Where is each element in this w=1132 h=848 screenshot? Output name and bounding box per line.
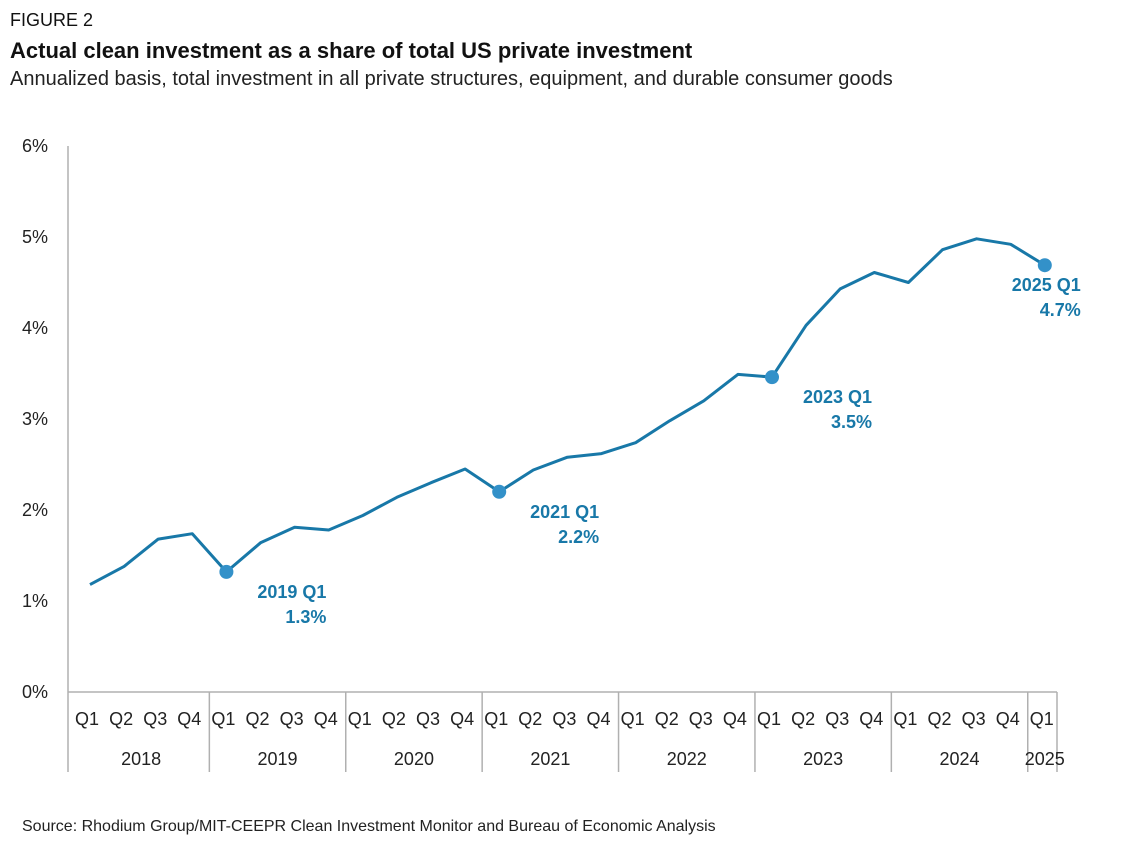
x-tick-label: Q2 <box>518 709 542 729</box>
year-label: 2022 <box>667 749 707 769</box>
annotation-label: 2019 Q1 <box>257 582 326 602</box>
year-label: 2019 <box>258 749 298 769</box>
annotation-label: 2023 Q1 <box>803 387 872 407</box>
highlight-marker <box>1037 258 1052 273</box>
x-tick-label: Q1 <box>757 709 781 729</box>
chart-title: Actual clean investment as a share of to… <box>10 38 693 63</box>
x-tick-label: Q4 <box>586 709 610 729</box>
x-tick-label: Q4 <box>996 709 1020 729</box>
x-tick-label: Q2 <box>382 709 406 729</box>
x-tick-label: Q3 <box>689 709 713 729</box>
annotation-value: 4.7% <box>1040 300 1081 320</box>
figure-label: FIGURE 2 <box>10 10 94 30</box>
x-tick-label: Q2 <box>927 709 951 729</box>
year-label: 2024 <box>940 749 980 769</box>
x-tick-label: Q2 <box>245 709 269 729</box>
highlight-marker <box>765 370 779 385</box>
x-tick-label: Q3 <box>280 709 304 729</box>
series-group <box>89 237 1046 586</box>
year-label: 2025 <box>1025 749 1065 769</box>
x-tick-label: Q2 <box>109 709 133 729</box>
x-tick-label: Q2 <box>791 709 815 729</box>
annotation-label: 2021 Q1 <box>530 502 599 522</box>
x-tick-label: Q4 <box>450 709 474 729</box>
x-tick-label: Q1 <box>211 709 235 729</box>
y-tick-label: 1% <box>22 591 48 611</box>
x-tick-label: Q1 <box>75 709 99 729</box>
y-axis: 0% 1% 2% 3% 4% 5% 6% <box>22 136 69 702</box>
x-tick-label: Q4 <box>314 709 338 729</box>
x-axis: Q1 Q2 Q3 Q4 Q1 Q2 Q3 Q4 Q1 Q2 Q3 Q4 Q1 Q2 Q3 Q4 Q1 Q2 Q3 Q4… <box>67 691 1065 772</box>
x-tick-label: Q3 <box>825 709 849 729</box>
x-tick-label: Q3 <box>143 709 167 729</box>
year-label: 2023 <box>803 749 843 769</box>
y-tick-label: 2% <box>22 500 48 520</box>
x-tick-label: Q3 <box>962 709 986 729</box>
source-note: Source: Rhodium Group/MIT-CEEPR Clean In… <box>22 818 716 835</box>
year-label: 2020 <box>394 749 434 769</box>
x-tick-label: Q1 <box>621 709 645 729</box>
x-tick-label: Q3 <box>552 709 576 729</box>
year-label: 2018 <box>121 749 161 769</box>
x-tick-label: Q1 <box>348 709 372 729</box>
annotation-value: 2.2% <box>558 527 599 547</box>
x-tick-label: Q1 <box>1030 709 1054 729</box>
x-tick-label: Q1 <box>484 709 508 729</box>
y-tick-label: 6% <box>22 136 48 156</box>
y-tick-label: 4% <box>22 318 48 338</box>
y-tick-label: 0% <box>22 682 48 702</box>
annotation-label: 2025 Q1 <box>1012 275 1081 295</box>
x-tick-label: Q1 <box>893 709 917 729</box>
y-tick-label: 3% <box>22 409 48 429</box>
x-tick-label: Q4 <box>859 709 883 729</box>
annotations-group: 2019 Q1 1.3% 2021 Q1 2.2% 2023 Q1 3.5% 2025 Q1… <box>219 258 1081 627</box>
x-tick-label: Q3 <box>416 709 440 729</box>
year-label: 2021 <box>530 749 570 769</box>
annotation-value: 1.3% <box>285 607 326 627</box>
x-tick-label: Q4 <box>723 709 747 729</box>
highlight-marker <box>219 564 234 579</box>
x-tick-label: Q4 <box>177 709 201 729</box>
chart-subtitle: Annualized basis, total investment in al… <box>10 68 893 90</box>
annotation-value: 3.5% <box>831 412 872 432</box>
y-tick-label: 5% <box>22 227 48 247</box>
series-line <box>89 237 1046 586</box>
x-tick-label: Q2 <box>655 709 679 729</box>
highlight-marker <box>492 484 507 499</box>
